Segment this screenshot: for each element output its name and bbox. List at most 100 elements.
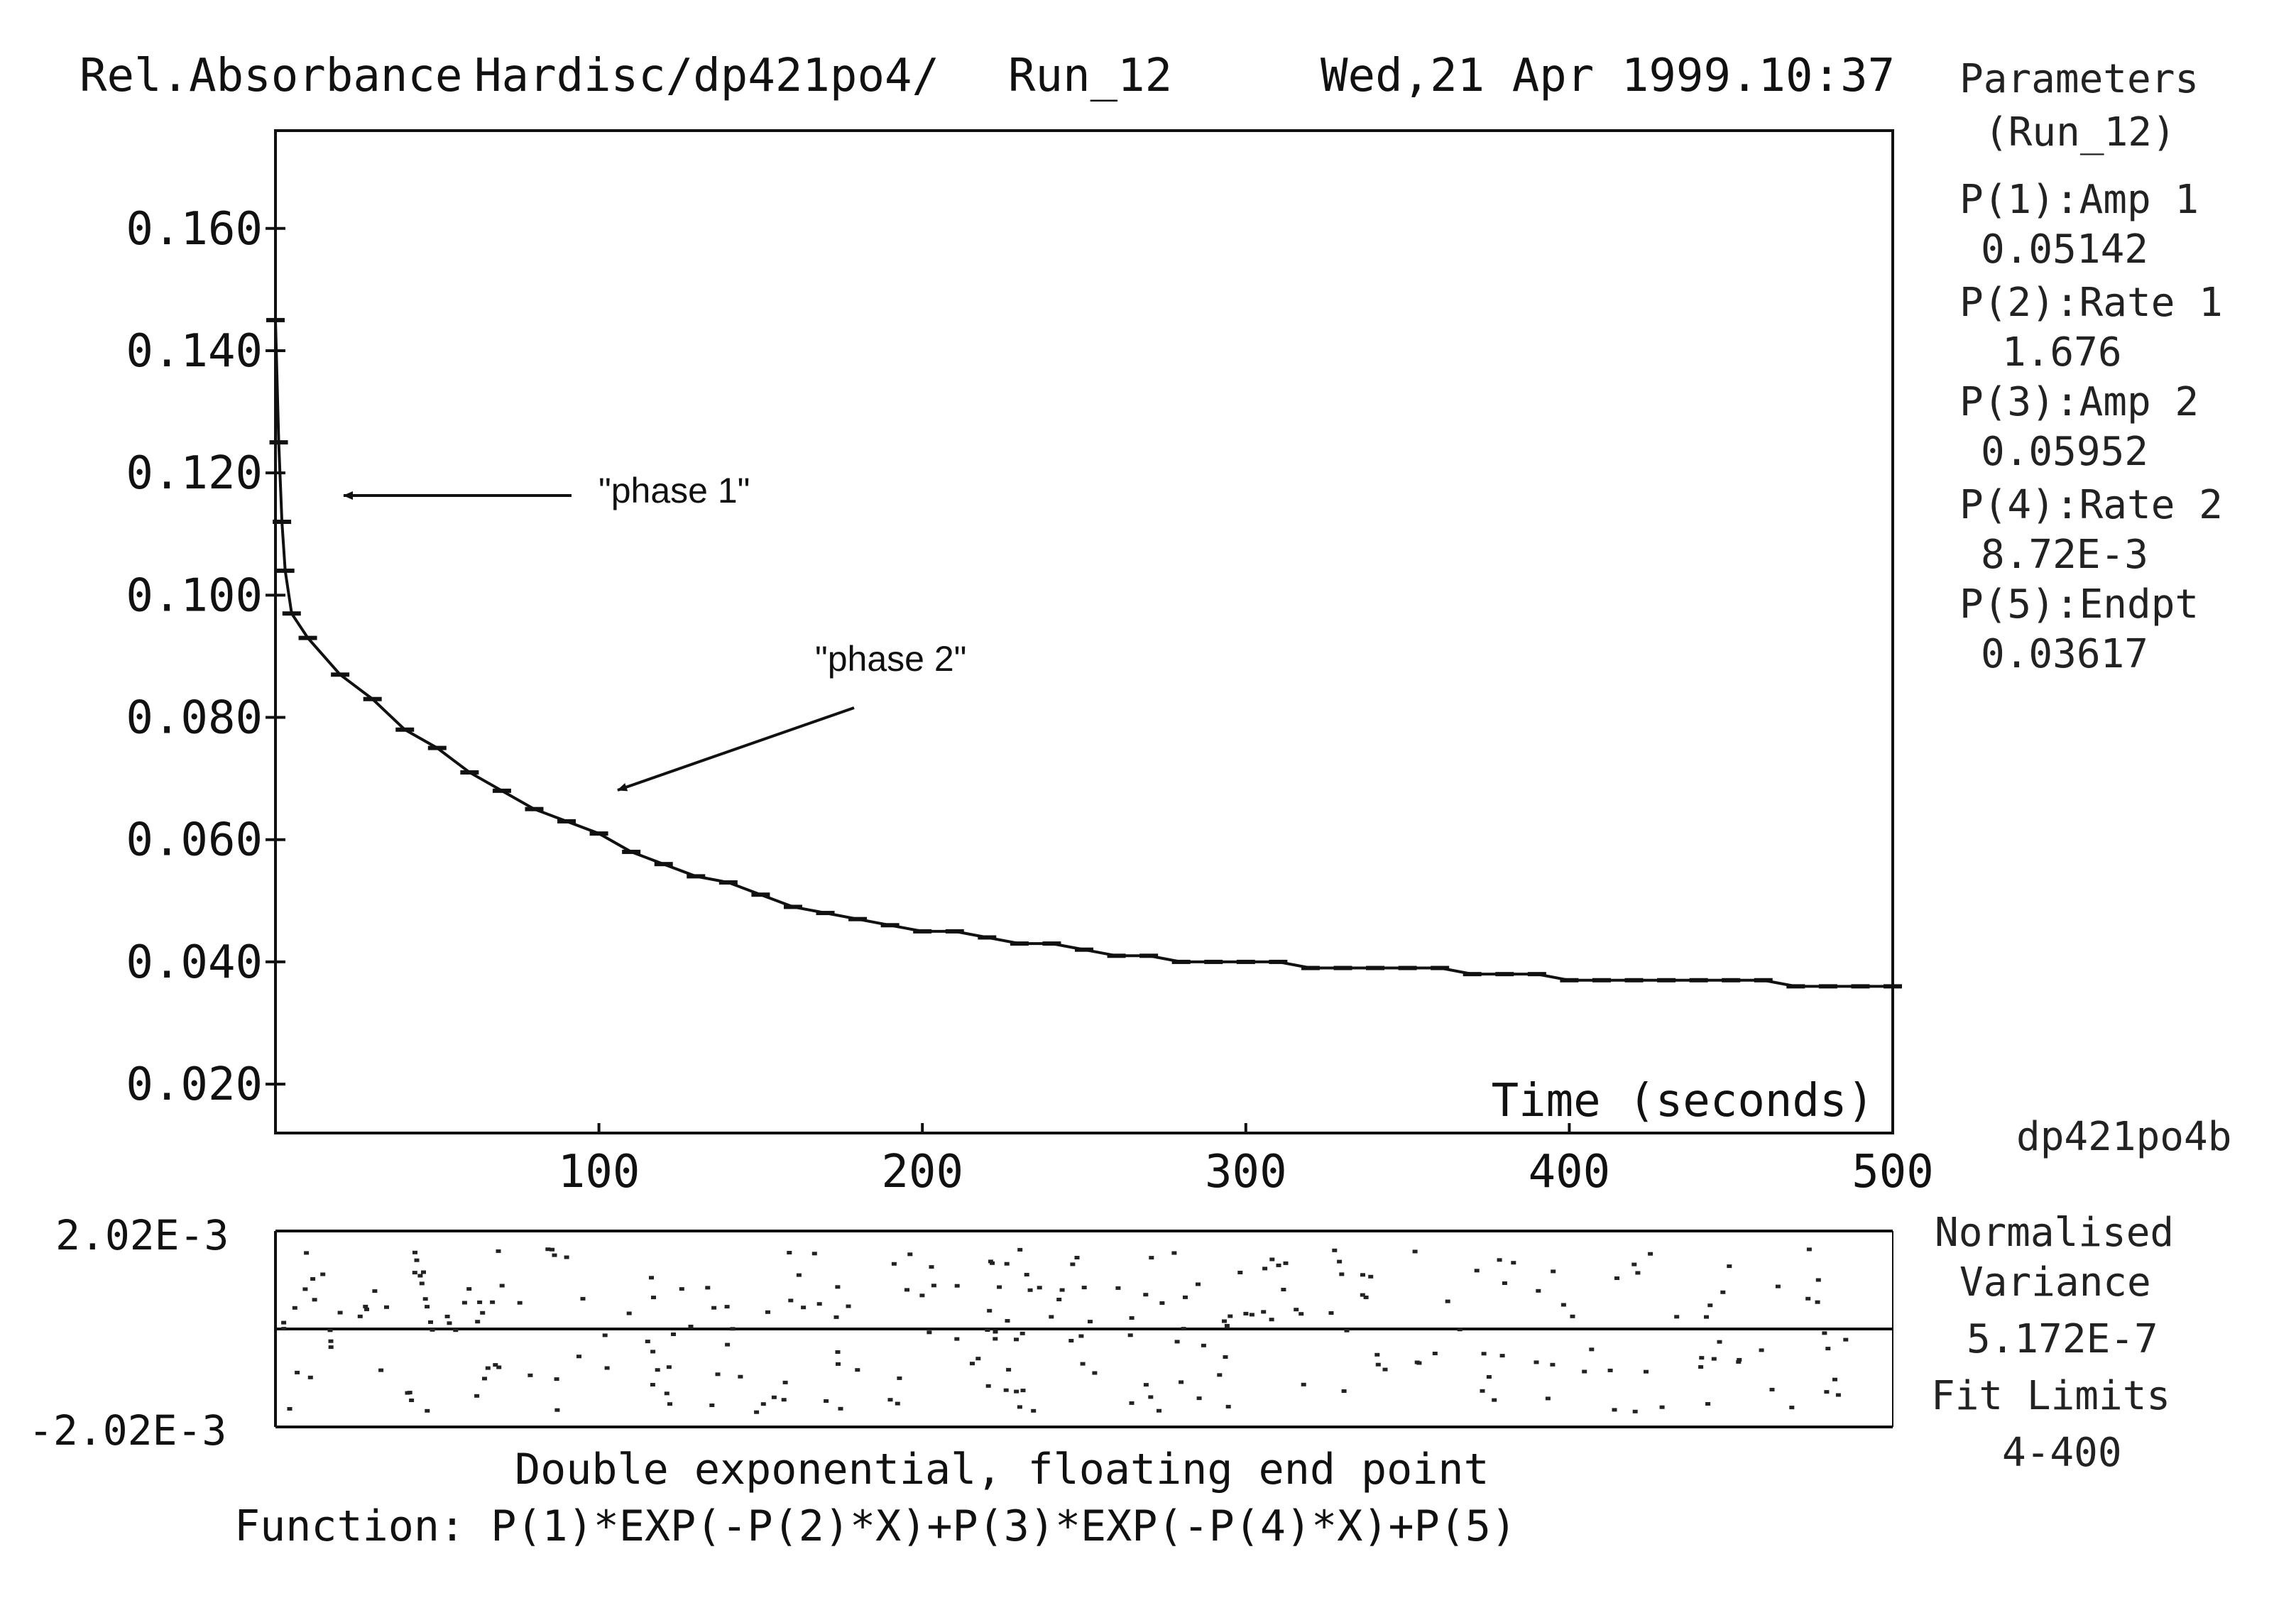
residual-point xyxy=(1344,1328,1350,1333)
y-tick-label: 0.140 xyxy=(126,325,263,378)
annotation-phase-2: "phase 2" xyxy=(617,639,966,792)
residual-point xyxy=(655,1368,660,1372)
residual-point xyxy=(931,1284,936,1288)
residual-point xyxy=(1129,1401,1135,1405)
residual-point xyxy=(295,1370,300,1374)
x-tick-label: 500 xyxy=(1852,1146,1934,1198)
residual-point xyxy=(1299,1312,1304,1316)
residual-point xyxy=(477,1300,483,1304)
residual-point xyxy=(679,1287,684,1291)
residual-point xyxy=(554,1377,559,1382)
residual-point xyxy=(1341,1389,1347,1393)
residual-point xyxy=(327,1328,333,1333)
residual-point xyxy=(811,1252,817,1256)
residual-point xyxy=(480,1311,486,1315)
residual-point xyxy=(1534,1360,1539,1364)
model-description: Double exponential, floating end point xyxy=(515,1445,1489,1494)
residual-points xyxy=(281,1247,1849,1414)
residual-point xyxy=(1589,1347,1595,1352)
y-tick-label: 0.160 xyxy=(126,203,263,256)
residual-point xyxy=(312,1298,317,1302)
residual-plot: 2.02E-3 -2.02E-3 xyxy=(28,1211,1893,1455)
y-tick-label: 0.060 xyxy=(126,814,263,867)
residual-point xyxy=(1502,1281,1507,1285)
residual-point xyxy=(1698,1365,1704,1369)
residual-point xyxy=(1019,1331,1025,1335)
residual-point xyxy=(929,1265,934,1269)
residual-point xyxy=(1414,1360,1420,1364)
residual-point xyxy=(320,1272,326,1276)
residual-point xyxy=(990,1261,995,1265)
residual-point xyxy=(1835,1393,1841,1397)
residual-point xyxy=(475,1320,481,1324)
param-3-value: 0.05952 xyxy=(1981,429,2148,475)
residual-point xyxy=(1056,1298,1062,1301)
residual-point xyxy=(887,1398,893,1402)
residual-point xyxy=(667,1402,672,1406)
residual-point xyxy=(302,1287,308,1291)
residual-point xyxy=(1005,1319,1010,1323)
residual-point xyxy=(493,1363,498,1367)
residual-point xyxy=(1143,1293,1149,1297)
residual-point xyxy=(1092,1371,1098,1375)
residual-point xyxy=(414,1258,420,1262)
residual-point xyxy=(1017,1405,1022,1409)
residual-point xyxy=(993,1330,998,1334)
residual-point xyxy=(580,1296,586,1301)
residual-point xyxy=(1006,1367,1012,1372)
residual-point xyxy=(1049,1315,1054,1319)
residual-point xyxy=(1003,1388,1009,1392)
param-2-value: 1.676 xyxy=(2002,329,2122,376)
residual-max-label: 2.02E-3 xyxy=(55,1211,229,1259)
residual-point xyxy=(1014,1337,1019,1342)
residual-point xyxy=(384,1305,389,1309)
residual-point xyxy=(328,1339,334,1343)
residual-point xyxy=(1497,1258,1502,1262)
residual-point xyxy=(1088,1320,1093,1324)
param-1-value: 0.05142 xyxy=(1981,226,2148,273)
residual-point xyxy=(705,1286,711,1290)
residual-point xyxy=(372,1289,378,1293)
residual-point xyxy=(664,1391,669,1396)
residual-point xyxy=(907,1252,913,1257)
residual-point xyxy=(1078,1334,1084,1338)
residual-point xyxy=(1822,1331,1827,1335)
residual-point xyxy=(833,1315,839,1319)
residual-point xyxy=(754,1410,760,1414)
residual-point xyxy=(1243,1311,1249,1315)
residual-point xyxy=(1536,1289,1541,1293)
residual-point xyxy=(1368,1274,1374,1279)
residual-point xyxy=(1775,1284,1781,1289)
residual-point xyxy=(466,1287,472,1291)
residual-point xyxy=(1283,1261,1289,1265)
x-tick-label: 400 xyxy=(1529,1146,1611,1198)
residual-point xyxy=(405,1391,410,1395)
y-tick-label: 0.040 xyxy=(126,936,263,989)
residual-point xyxy=(1759,1348,1764,1352)
residual-point xyxy=(1127,1333,1133,1337)
residual-point xyxy=(496,1249,501,1253)
residual-point xyxy=(1832,1377,1837,1382)
param-5-value: 0.03617 xyxy=(1981,631,2148,677)
residual-point xyxy=(1115,1286,1121,1290)
residual-point xyxy=(1551,1269,1556,1274)
residual-point xyxy=(816,1302,822,1306)
residual-point xyxy=(1360,1273,1365,1277)
residual-point xyxy=(1480,1389,1485,1393)
residual-point xyxy=(1014,1389,1019,1394)
data-series xyxy=(266,317,1902,989)
residual-point xyxy=(926,1330,932,1335)
residual-point xyxy=(419,1281,425,1286)
residual-point xyxy=(1705,1402,1711,1406)
residual-point xyxy=(891,1262,897,1266)
residual-point xyxy=(1004,1262,1010,1266)
residual-point xyxy=(1249,1313,1254,1317)
residual-point xyxy=(1843,1337,1849,1342)
residual-point xyxy=(1363,1296,1369,1299)
residual-point xyxy=(1225,1404,1231,1408)
residual-point xyxy=(1181,1327,1186,1331)
residual-point xyxy=(1223,1355,1228,1359)
residual-point xyxy=(310,1277,316,1281)
y-axis-ticks: 0.020 0.040 0.060 0.080 0.100 0.120 0.140 0.160 xyxy=(126,203,285,1111)
residual-point xyxy=(1059,1288,1065,1292)
